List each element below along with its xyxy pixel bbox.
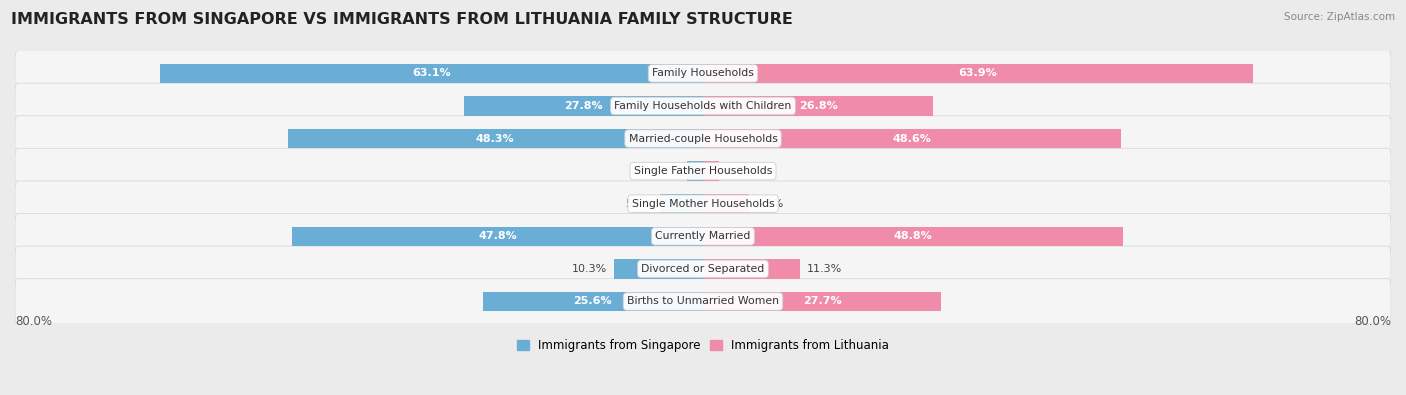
FancyBboxPatch shape: [15, 148, 1391, 194]
Text: 47.8%: 47.8%: [478, 231, 517, 241]
Bar: [703, 96, 934, 116]
FancyBboxPatch shape: [15, 278, 1391, 324]
Bar: [614, 259, 703, 278]
Bar: [703, 64, 1253, 83]
Text: 1.9%: 1.9%: [727, 166, 755, 176]
Text: Divorced or Separated: Divorced or Separated: [641, 264, 765, 274]
Text: Family Households: Family Households: [652, 68, 754, 78]
Text: 11.3%: 11.3%: [807, 264, 842, 274]
Text: 80.0%: 80.0%: [15, 315, 52, 328]
Bar: [703, 129, 1121, 148]
FancyBboxPatch shape: [15, 213, 1391, 259]
Bar: [464, 96, 703, 116]
Text: 48.8%: 48.8%: [893, 231, 932, 241]
Text: Currently Married: Currently Married: [655, 231, 751, 241]
Text: 25.6%: 25.6%: [574, 297, 612, 307]
Text: 10.3%: 10.3%: [572, 264, 607, 274]
Text: 1.9%: 1.9%: [651, 166, 679, 176]
Bar: [482, 292, 703, 311]
Bar: [160, 64, 703, 83]
Text: Births to Unmarried Women: Births to Unmarried Women: [627, 297, 779, 307]
Text: 63.9%: 63.9%: [959, 68, 997, 78]
Bar: [292, 226, 703, 246]
Bar: [703, 292, 941, 311]
Text: 63.1%: 63.1%: [412, 68, 451, 78]
Text: 5.0%: 5.0%: [624, 199, 654, 209]
FancyBboxPatch shape: [15, 181, 1391, 226]
Text: Single Mother Households: Single Mother Households: [631, 199, 775, 209]
Text: 48.6%: 48.6%: [893, 134, 931, 143]
Text: 26.8%: 26.8%: [799, 101, 838, 111]
Text: 5.3%: 5.3%: [755, 199, 783, 209]
Text: Single Father Households: Single Father Households: [634, 166, 772, 176]
Text: 27.8%: 27.8%: [564, 101, 603, 111]
FancyBboxPatch shape: [15, 116, 1391, 161]
Bar: [659, 194, 703, 213]
Bar: [703, 194, 748, 213]
Bar: [703, 226, 1122, 246]
Text: IMMIGRANTS FROM SINGAPORE VS IMMIGRANTS FROM LITHUANIA FAMILY STRUCTURE: IMMIGRANTS FROM SINGAPORE VS IMMIGRANTS …: [11, 12, 793, 27]
Bar: [703, 161, 720, 181]
Text: 80.0%: 80.0%: [1354, 315, 1391, 328]
Text: Source: ZipAtlas.com: Source: ZipAtlas.com: [1284, 12, 1395, 22]
Text: Married-couple Households: Married-couple Households: [628, 134, 778, 143]
FancyBboxPatch shape: [15, 51, 1391, 96]
Bar: [686, 161, 703, 181]
Bar: [288, 129, 703, 148]
Bar: [703, 259, 800, 278]
FancyBboxPatch shape: [15, 246, 1391, 292]
Text: Family Households with Children: Family Households with Children: [614, 101, 792, 111]
Text: 27.7%: 27.7%: [803, 297, 841, 307]
FancyBboxPatch shape: [15, 83, 1391, 129]
Legend: Immigrants from Singapore, Immigrants from Lithuania: Immigrants from Singapore, Immigrants fr…: [517, 339, 889, 352]
Text: 48.3%: 48.3%: [477, 134, 515, 143]
